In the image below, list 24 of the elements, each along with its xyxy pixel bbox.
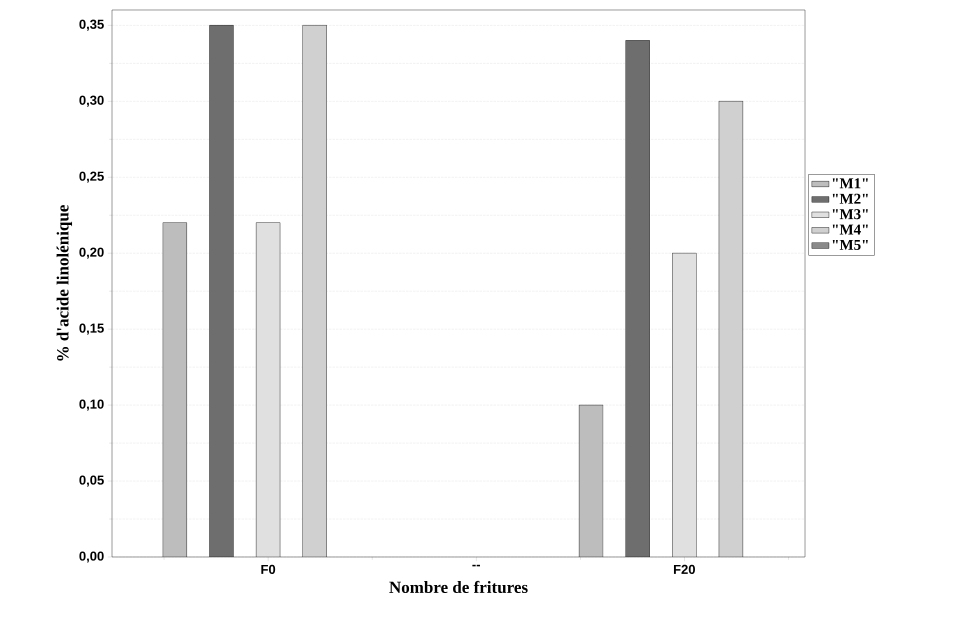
legend-label: "M5": [832, 240, 868, 250]
x-tick-label: F0: [261, 564, 276, 574]
bar: [209, 24, 234, 557]
bar: [672, 252, 696, 557]
y-tick-label: 0,25: [79, 172, 104, 183]
y-axis-title: % d'acide linolénique: [56, 205, 72, 361]
x-tick-label: F20: [674, 564, 695, 574]
y-tick-label: 0,35: [79, 20, 104, 31]
y-tick-label: 0,05: [79, 475, 104, 487]
x-tick-label: --: [472, 564, 480, 566]
bar: [302, 24, 327, 557]
bar: [718, 100, 744, 557]
y-tick-label: 0,00: [79, 551, 104, 563]
y-tick-label: 0,15: [79, 324, 104, 335]
x-axis-title: Nombre de fritures: [389, 580, 528, 594]
legend-label: "M4": [832, 224, 868, 234]
bar: [626, 40, 650, 557]
legend-label: "M1": [832, 178, 868, 188]
y-tick-label: 0,10: [79, 400, 104, 411]
y-tick-label: 0,20: [79, 248, 104, 259]
bar: [256, 222, 280, 557]
y-tick-label: 0,30: [79, 96, 104, 107]
legend-label: "M2": [832, 194, 868, 204]
legend-label: "M3": [832, 209, 868, 220]
